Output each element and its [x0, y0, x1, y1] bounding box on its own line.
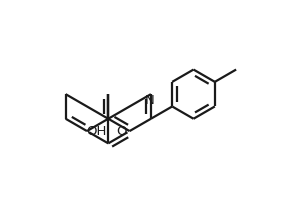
Text: N: N	[145, 94, 155, 107]
Text: OH: OH	[86, 125, 107, 138]
Text: O: O	[116, 125, 126, 138]
